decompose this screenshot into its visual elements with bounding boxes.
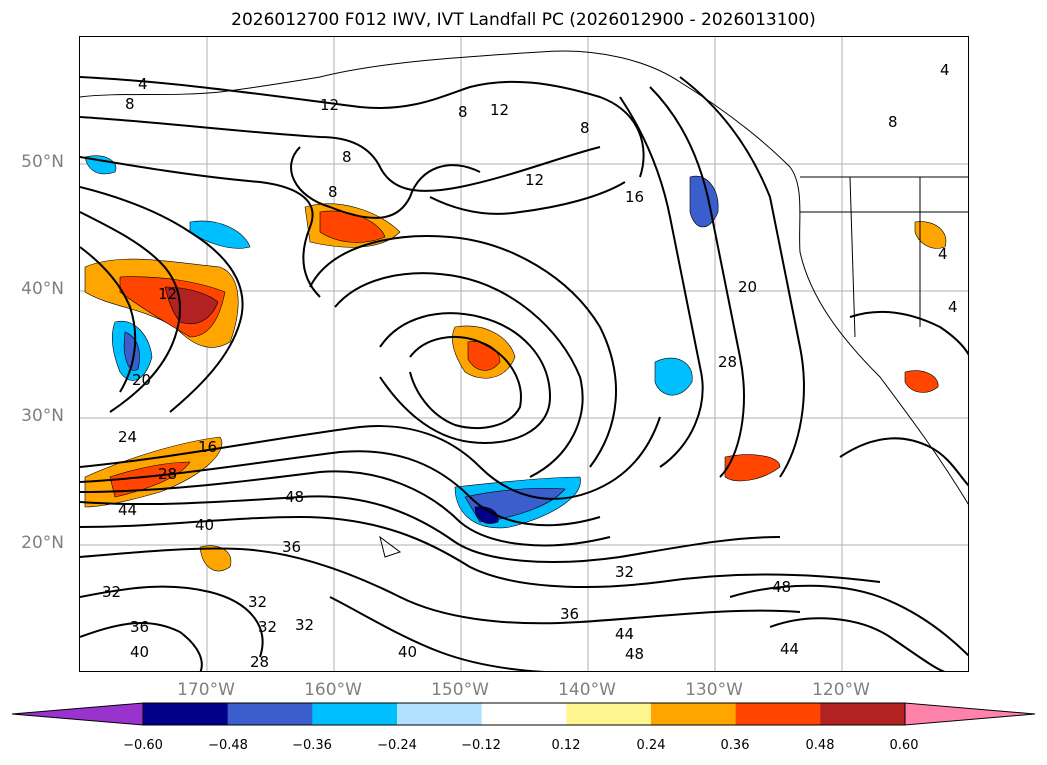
contour-label: 8 <box>458 103 468 121</box>
contour-label: 32 <box>295 616 314 634</box>
fill-patch-southeast-negative <box>654 357 693 396</box>
contour-label: 8 <box>125 95 135 113</box>
colorbar-tick: −0.24 <box>377 738 417 753</box>
fill-patch-nw2-negative <box>189 220 251 249</box>
colorbar-tick: −0.36 <box>292 738 332 753</box>
lat-label-20n: 20°N <box>21 533 64 553</box>
colorbar-tick: −0.60 <box>123 738 163 753</box>
map-canvas: 4 8 12 8 12 8 8 12 16 20 28 4 8 8 4 4 12… <box>80 37 968 671</box>
coastline <box>80 50 968 558</box>
contour-label: 24 <box>118 428 137 446</box>
colorbar-segment <box>312 703 398 725</box>
contour-label: 32 <box>248 593 267 611</box>
lon-label-130w: 130°W <box>685 680 743 700</box>
lon-label-150w: 150°W <box>431 680 489 700</box>
contour-label: 16 <box>625 188 644 206</box>
fill-patch-coast-positive <box>724 454 781 482</box>
fill-patch-nw-negative <box>84 155 117 175</box>
chart-title: 2026012700 F012 IWV, IVT Landfall PC (20… <box>231 10 816 30</box>
contour-label: 40 <box>130 643 149 661</box>
contour-label: 16 <box>198 438 217 456</box>
lon-label-160w: 160°W <box>304 680 362 700</box>
contour-label: 4 <box>938 245 948 263</box>
lat-label-30n: 30°N <box>21 406 64 426</box>
colorbar-extend-high <box>904 702 1036 726</box>
contour-label: 4 <box>138 75 148 93</box>
contour-label: 40 <box>195 516 214 534</box>
contour-label: 32 <box>102 583 121 601</box>
contour-label: 8 <box>888 113 898 131</box>
contour-label: 8 <box>342 148 352 166</box>
contour-label: 12 <box>490 101 509 119</box>
colorbar-segment <box>143 703 229 725</box>
colorbar-segment <box>735 703 821 725</box>
fill-patch-sw-positive <box>199 545 232 572</box>
lon-label-140w: 140°W <box>558 680 616 700</box>
contour-labels: 4 8 12 8 12 8 8 12 16 20 28 4 8 8 4 4 12… <box>102 61 958 671</box>
colorbar-segment <box>397 703 483 725</box>
contour-label: 28 <box>718 353 737 371</box>
contour-label: 28 <box>250 653 269 671</box>
colorbar-tick: −0.12 <box>461 738 501 753</box>
contour-label: 20 <box>132 371 151 389</box>
contour-label: 48 <box>285 488 304 506</box>
colorbar <box>11 702 1036 726</box>
map-panel[interactable]: 4 8 12 8 12 8 8 12 16 20 28 4 8 8 4 4 12… <box>79 36 969 672</box>
fill-patch-coast2-positive <box>904 370 939 393</box>
contour-label: 48 <box>625 645 644 663</box>
iwv-contours <box>80 76 968 671</box>
contour-label: 12 <box>158 285 177 303</box>
contour-label: 20 <box>738 278 757 296</box>
colorbar-tick: 0.36 <box>720 738 750 753</box>
contour-label: 44 <box>615 625 634 643</box>
colorbar-segments <box>11 702 1036 726</box>
lon-label-120w: 120°W <box>812 680 870 700</box>
contour-label: 12 <box>525 171 544 189</box>
fill-patch-low-darkest <box>474 506 499 524</box>
colorbar-segment <box>820 703 906 725</box>
contour-label: 8 <box>328 183 338 201</box>
contour-label: 28 <box>158 465 177 483</box>
colorbar-extend-low <box>11 702 144 726</box>
fill-patch-ne-positive <box>914 221 947 249</box>
contour-label: 44 <box>780 640 799 658</box>
colorbar-tick: 0.12 <box>551 738 581 753</box>
colorbar-tick: −0.48 <box>208 738 248 753</box>
contour-label: 36 <box>130 618 149 636</box>
colorbar-segment <box>481 703 567 725</box>
contour-label: 4 <box>948 298 958 316</box>
colorbar-segment <box>566 703 652 725</box>
contour-label: 44 <box>118 501 137 519</box>
colorbar-tick: 0.48 <box>805 738 835 753</box>
contour-label: 32 <box>615 563 634 581</box>
lon-label-170w: 170°W <box>177 680 235 700</box>
contour-label: 4 <box>940 61 950 79</box>
pc-fill-patches <box>84 155 947 572</box>
contour-label: 36 <box>282 538 301 556</box>
colorbar-tick: 0.60 <box>889 738 919 753</box>
contour-label: 48 <box>772 578 791 596</box>
contour-label: 40 <box>398 643 417 661</box>
lat-label-50n: 50°N <box>21 152 64 172</box>
contour-label: 12 <box>320 96 339 114</box>
colorbar-segment <box>227 703 313 725</box>
contour-label: 8 <box>580 119 590 137</box>
lat-label-40n: 40°N <box>21 279 64 299</box>
colorbar-segment <box>651 703 737 725</box>
contour-label: 32 <box>258 618 277 636</box>
contour-label: 36 <box>560 605 579 623</box>
colorbar-tick: 0.24 <box>636 738 666 753</box>
